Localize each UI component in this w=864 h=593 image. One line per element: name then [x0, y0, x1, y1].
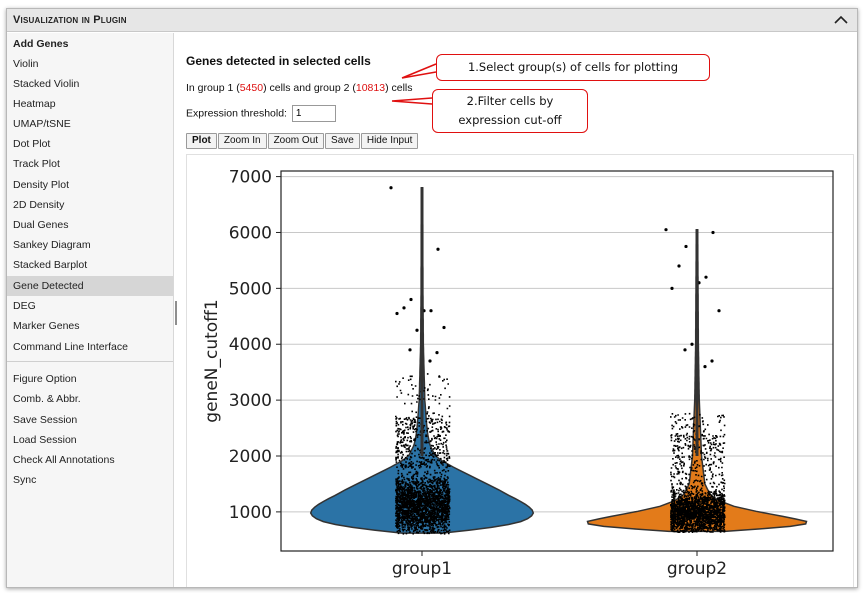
outlier-point [402, 306, 406, 310]
hide-input-button[interactable]: Hide Input [360, 133, 419, 149]
page-title: Genes detected in selected cells [186, 54, 371, 68]
x-tick-label-group2: group2 [667, 559, 727, 579]
y-tick-label: 7000 [229, 168, 272, 188]
sidebar-item-density-plot[interactable]: Density Plot [13, 179, 70, 191]
outlier-point [409, 297, 413, 302]
sidebar-item-stacked-barplot[interactable]: Stacked Barplot [13, 259, 88, 271]
sidebar-resize-handle[interactable] [175, 301, 177, 325]
plot-area: 1000 2000 3000 4000 5000 6000 7000 group1 group2… [186, 154, 854, 587]
threshold-input[interactable] [291, 105, 336, 122]
sidebar-item-check-all-annotations[interactable]: Check All Annotations [13, 454, 115, 466]
sidebar: Add Genes Violin Stacked Violin Heatmap … [7, 33, 174, 587]
sidebar-item-command-line-interface[interactable]: Command Line Interface [13, 341, 128, 353]
violin-group1 [309, 186, 535, 535]
y-tick-label: 2000 [229, 447, 272, 467]
sidebar-item-sync[interactable]: Sync [13, 474, 37, 486]
outlier-point [710, 359, 714, 363]
y-axis-label: geneN_cutoff1 [202, 299, 222, 422]
sidebar-item-umap-tsne[interactable]: UMAP/tSNE [13, 118, 71, 130]
sidebar-item-stacked-violin[interactable]: Stacked Violin [13, 78, 80, 90]
outlier-point [435, 351, 439, 355]
threshold-row: Expression threshold: [186, 105, 336, 122]
sidebar-divider [7, 361, 173, 362]
sidebar-item-marker-genes[interactable]: Marker Genes [13, 320, 80, 332]
outlier-point [684, 244, 688, 249]
sidebar-item-deg[interactable]: DEG [13, 300, 36, 312]
sidebar-item-dot-plot[interactable]: Dot Plot [13, 138, 51, 150]
outlier-point [429, 309, 433, 313]
outlier-point [664, 228, 668, 232]
outlier-point [395, 311, 399, 316]
outlier-point [408, 348, 412, 352]
group-summary-suffix: ) cells [385, 82, 413, 94]
outlier-point [711, 230, 715, 235]
group-summary-prefix: In group 1 ( [186, 82, 240, 94]
group-summary: In group 1 (5450) cells and group 2 (108… [186, 82, 413, 94]
sidebar-item-violin[interactable]: Violin [13, 58, 39, 70]
sidebar-item-comb-abbr[interactable]: Comb. & Abbr. [13, 393, 81, 405]
outlier-point [683, 348, 687, 352]
sidebar-item-gene-detected[interactable]: Gene Detected [7, 276, 173, 296]
window-titlebar: Visualization in Plugin [7, 9, 857, 32]
y-tick-label: 3000 [229, 391, 272, 411]
callout-select-groups: 1.Select group(s) of cells for plotting [436, 54, 710, 81]
y-tick-label: 5000 [229, 279, 272, 299]
main-panel: Genes detected in selected cells In grou… [179, 33, 857, 587]
threshold-label: Expression threshold: [186, 107, 287, 120]
group1-count: 5450 [239, 82, 264, 94]
zoom-in-button[interactable]: Zoom In [217, 133, 267, 149]
outlier-point [717, 309, 721, 313]
outlier-point [704, 275, 708, 279]
outlier-point [670, 286, 674, 290]
violin-points-group2 [670, 411, 726, 533]
save-button[interactable]: Save [325, 133, 360, 149]
outlier-point [389, 186, 393, 190]
sidebar-item-save-session[interactable]: Save Session [13, 414, 78, 426]
plot-button[interactable]: Plot [186, 133, 217, 149]
callout-filter-line2: expression cut-off [458, 113, 562, 127]
zoom-out-button[interactable]: Zoom Out [267, 133, 325, 149]
group-summary-middle: ) cells and group 2 ( [263, 82, 356, 94]
plot-toolbar: Plot Zoom In Zoom Out Save Hide Input [186, 130, 419, 149]
violin-points-group1 [395, 373, 451, 535]
outlier-point [677, 264, 681, 268]
callout-filter-cells: 2.Filter cells by expression cut-off [432, 89, 588, 133]
outlier-point [428, 359, 432, 363]
sidebar-item-dual-genes[interactable]: Dual Genes [13, 219, 69, 231]
y-tick-label: 6000 [229, 223, 272, 243]
sidebar-item-2d-density[interactable]: 2D Density [13, 199, 65, 211]
window-title: Visualization in Plugin [13, 14, 127, 26]
sidebar-item-add-genes[interactable]: Add Genes [13, 38, 69, 50]
y-tick-label: 4000 [229, 335, 272, 355]
outlier-point [690, 342, 694, 346]
sidebar-item-figure-option[interactable]: Figure Option [13, 373, 77, 385]
violin-group2 [586, 228, 808, 533]
sidebar-item-track-plot[interactable]: Track Plot [13, 158, 60, 170]
x-tick-label-group1: group1 [392, 559, 452, 579]
sidebar-item-heatmap[interactable]: Heatmap [13, 98, 56, 110]
y-tick-label: 1000 [229, 503, 272, 523]
plot-frame [280, 170, 834, 552]
outlier-point [415, 328, 419, 332]
sidebar-item-sankey-diagram[interactable]: Sankey Diagram [13, 239, 91, 251]
outlier-point [436, 247, 440, 251]
outlier-point [442, 325, 446, 330]
violin-chart: 1000 2000 3000 4000 5000 6000 7000 group1 group2… [202, 168, 834, 579]
callout-filter-line1: 2.Filter cells by [466, 94, 554, 108]
group2-count: 10813 [355, 82, 386, 94]
outlier-point [703, 364, 707, 369]
chevron-up-icon[interactable] [831, 9, 851, 31]
sidebar-item-load-session[interactable]: Load Session [13, 434, 77, 446]
